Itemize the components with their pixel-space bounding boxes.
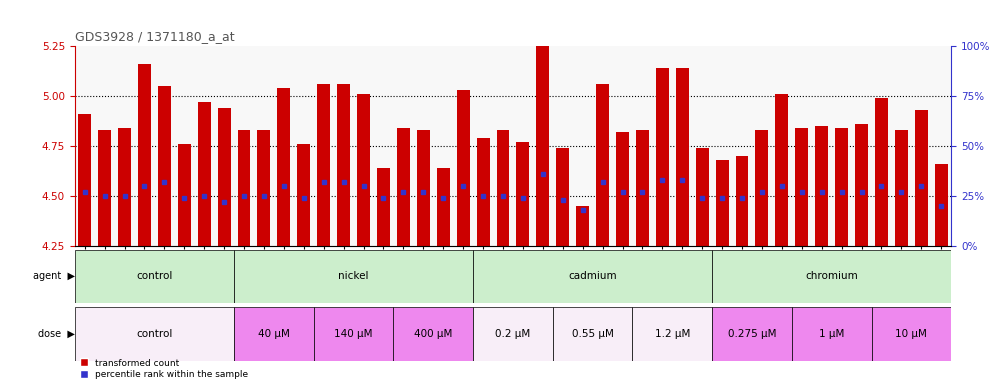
Bar <box>157 86 171 246</box>
Text: 1 μM: 1 μM <box>819 329 845 339</box>
Bar <box>655 68 668 246</box>
Bar <box>712 307 792 361</box>
Bar <box>516 142 529 246</box>
Bar <box>775 94 788 246</box>
Bar <box>197 102 210 246</box>
Bar <box>755 130 768 246</box>
Bar <box>456 90 469 246</box>
Bar <box>715 160 729 246</box>
Bar <box>556 148 569 246</box>
Bar <box>675 68 688 246</box>
Bar <box>217 108 230 246</box>
Text: 400 μM: 400 μM <box>414 329 452 339</box>
Bar <box>473 307 553 361</box>
Text: nickel: nickel <box>339 271 369 281</box>
Bar <box>396 128 409 246</box>
Bar <box>314 307 393 361</box>
Bar <box>337 84 350 246</box>
Text: 40 μM: 40 μM <box>258 329 290 339</box>
Bar <box>496 130 509 246</box>
Bar <box>237 130 250 246</box>
Bar <box>137 64 151 246</box>
Legend: transformed count, percentile rank within the sample: transformed count, percentile rank withi… <box>80 359 249 379</box>
Bar <box>735 156 748 246</box>
Bar <box>376 168 389 246</box>
Bar <box>632 307 712 361</box>
Bar <box>177 144 191 246</box>
Text: cadmium: cadmium <box>569 271 617 281</box>
Text: 140 μM: 140 μM <box>335 329 373 339</box>
Bar <box>75 307 234 361</box>
Text: control: control <box>136 329 172 339</box>
Bar <box>476 138 489 246</box>
Bar <box>234 250 473 303</box>
Bar <box>934 164 947 246</box>
Bar <box>576 206 589 246</box>
Bar <box>874 98 887 246</box>
Bar <box>894 130 907 246</box>
Bar <box>815 126 828 246</box>
Bar <box>795 128 808 246</box>
Bar <box>695 148 708 246</box>
Bar <box>473 250 712 303</box>
Text: 0.275 μM: 0.275 μM <box>728 329 776 339</box>
Bar <box>75 250 234 303</box>
Bar <box>872 307 951 361</box>
Bar <box>635 130 648 246</box>
Bar <box>297 144 310 246</box>
Bar <box>835 128 848 246</box>
Bar <box>393 307 473 361</box>
Bar <box>317 84 330 246</box>
Bar <box>78 114 91 246</box>
Bar <box>712 250 951 303</box>
Bar <box>792 307 872 361</box>
Bar <box>234 307 314 361</box>
Bar <box>914 110 927 246</box>
Bar <box>118 128 130 246</box>
Bar <box>553 307 632 361</box>
Text: agent  ▶: agent ▶ <box>33 271 75 281</box>
Bar <box>416 130 429 246</box>
Bar <box>536 0 549 246</box>
Bar <box>596 84 609 246</box>
Bar <box>257 130 270 246</box>
Text: 10 μM: 10 μM <box>895 329 927 339</box>
Bar <box>98 130 111 246</box>
Text: chromium: chromium <box>806 271 858 281</box>
Text: 1.2 μM: 1.2 μM <box>654 329 690 339</box>
Text: GDS3928 / 1371180_a_at: GDS3928 / 1371180_a_at <box>75 30 234 43</box>
Bar <box>855 124 868 246</box>
Text: 0.55 μM: 0.55 μM <box>572 329 614 339</box>
Text: dose  ▶: dose ▶ <box>38 329 75 339</box>
Bar <box>277 88 290 246</box>
Bar <box>436 168 449 246</box>
Bar <box>357 94 371 246</box>
Text: control: control <box>136 271 172 281</box>
Bar <box>616 132 628 246</box>
Text: 0.2 μM: 0.2 μM <box>495 329 531 339</box>
